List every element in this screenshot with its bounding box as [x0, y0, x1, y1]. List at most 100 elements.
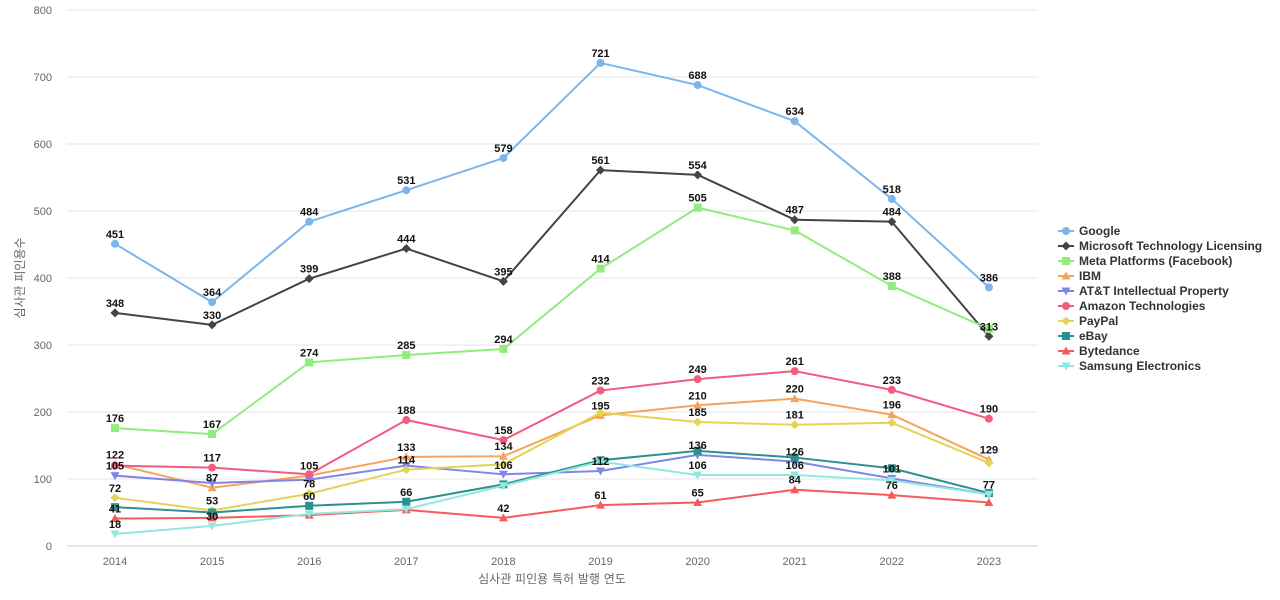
- legend-label: Meta Platforms (Facebook): [1079, 254, 1232, 268]
- data-point-marker: [304, 510, 314, 519]
- data-label: 220: [786, 384, 804, 396]
- legend-item[interactable]: IBM: [1058, 269, 1101, 283]
- legend-item[interactable]: AT&T Intellectual Property: [1058, 284, 1229, 298]
- data-point-marker: [887, 418, 897, 428]
- legend-item[interactable]: PayPal: [1058, 314, 1118, 328]
- data-point-marker: [887, 282, 896, 291]
- x-tick-label: 2020: [685, 556, 709, 568]
- data-point-marker: [790, 367, 799, 376]
- data-label: 294: [494, 334, 513, 346]
- grid-lines: [67, 9, 1038, 480]
- data-point-marker: [111, 239, 119, 248]
- data-point-marker: [305, 501, 314, 510]
- data-point-marker: [887, 490, 897, 499]
- series-line: [114, 61, 990, 304]
- data-point-marker: [984, 331, 994, 341]
- data-point-marker: [693, 471, 703, 480]
- data-point-marker: [110, 514, 120, 523]
- data-point-marker: [498, 451, 508, 460]
- data-point-marker: [499, 154, 508, 163]
- data-label: 181: [786, 410, 804, 422]
- data-label: 561: [591, 155, 609, 167]
- data-label: 133: [397, 442, 415, 454]
- data-label: 210: [688, 390, 706, 402]
- data-point-marker: [401, 452, 411, 461]
- data-point-marker: [110, 308, 120, 318]
- data-label: 136: [688, 440, 706, 452]
- data-label: 313: [980, 321, 998, 333]
- data-point-marker: [498, 276, 508, 286]
- x-tick-label: 2014: [103, 556, 127, 568]
- data-label: 330: [203, 310, 221, 322]
- series-5: [111, 367, 993, 479]
- data-point-marker: [693, 400, 703, 409]
- data-label: 386: [980, 272, 998, 284]
- legend-marker: [1061, 287, 1071, 296]
- data-label: 18: [109, 519, 121, 531]
- legend-item[interactable]: Amazon Technologies: [1058, 299, 1206, 313]
- y-tick-label: 500: [34, 206, 52, 218]
- data-point-marker: [790, 485, 800, 494]
- data-point-marker: [401, 465, 411, 475]
- data-point-marker: [596, 264, 605, 273]
- legend-item[interactable]: Meta Platforms (Facebook): [1058, 254, 1232, 268]
- data-label: 158: [494, 425, 512, 437]
- data-label: 106: [688, 460, 706, 472]
- series-line: [114, 449, 990, 514]
- data-point-marker: [887, 410, 897, 419]
- data-point-marker: [984, 283, 993, 292]
- legend-label: Microsoft Technology Licensing: [1079, 239, 1262, 253]
- x-tick-label: 2018: [491, 556, 515, 568]
- series-2: [111, 203, 993, 439]
- data-label: 112: [592, 456, 610, 468]
- legend-marker: [1061, 362, 1071, 371]
- data-label: 106: [786, 460, 804, 472]
- data-point-marker: [110, 493, 120, 503]
- data-label: 195: [591, 400, 609, 412]
- data-point-marker: [596, 58, 605, 67]
- data-label: 167: [203, 419, 221, 431]
- axes: 0 100 200 300 400 500 600 700 800 2014 2015 2016 201…: [34, 5, 1038, 568]
- data-point-marker: [208, 430, 217, 439]
- data-point-marker: [110, 472, 120, 481]
- x-tick-label: 2016: [297, 556, 321, 568]
- legend-item[interactable]: Microsoft Technology Licensing: [1058, 239, 1262, 253]
- data-label: 77: [983, 479, 995, 491]
- data-point-marker: [693, 417, 703, 427]
- data-label: 261: [786, 356, 804, 368]
- legend-label: Amazon Technologies: [1079, 299, 1206, 313]
- data-point-marker: [596, 408, 605, 418]
- legend-label: eBay: [1079, 329, 1108, 343]
- data-label: 388: [883, 271, 901, 283]
- legend-marker: [1062, 227, 1070, 235]
- legend-item[interactable]: eBay: [1058, 329, 1108, 343]
- data-point-marker: [984, 324, 993, 333]
- data-point-marker: [887, 194, 896, 203]
- x-tick-label: 2015: [200, 556, 224, 568]
- data-point-marker: [693, 446, 702, 455]
- data-point-marker: [208, 508, 217, 517]
- data-label: 76: [886, 480, 898, 492]
- data-point-marker: [984, 497, 994, 506]
- series-0: [111, 58, 993, 307]
- data-point-marker: [887, 464, 896, 473]
- legend-item[interactable]: Samsung Electronics: [1058, 359, 1201, 373]
- data-point-marker: [402, 351, 411, 360]
- series-4: [110, 451, 994, 499]
- data-label: 176: [106, 413, 124, 425]
- data-label: 105: [300, 461, 318, 473]
- data-point-marker: [111, 503, 119, 512]
- data-label: 721: [591, 48, 609, 60]
- data-point-marker: [790, 226, 799, 235]
- legend-item[interactable]: Google: [1058, 224, 1121, 238]
- data-label: 196: [883, 400, 901, 412]
- series-8: [110, 485, 994, 523]
- data-point-marker: [790, 394, 800, 403]
- data-point-marker: [208, 463, 217, 472]
- data-label: 232: [591, 376, 609, 388]
- data-point-marker: [984, 414, 993, 423]
- data-label: 122: [106, 449, 124, 461]
- legend-item[interactable]: Bytedance: [1058, 344, 1140, 358]
- data-label: 634: [786, 106, 805, 118]
